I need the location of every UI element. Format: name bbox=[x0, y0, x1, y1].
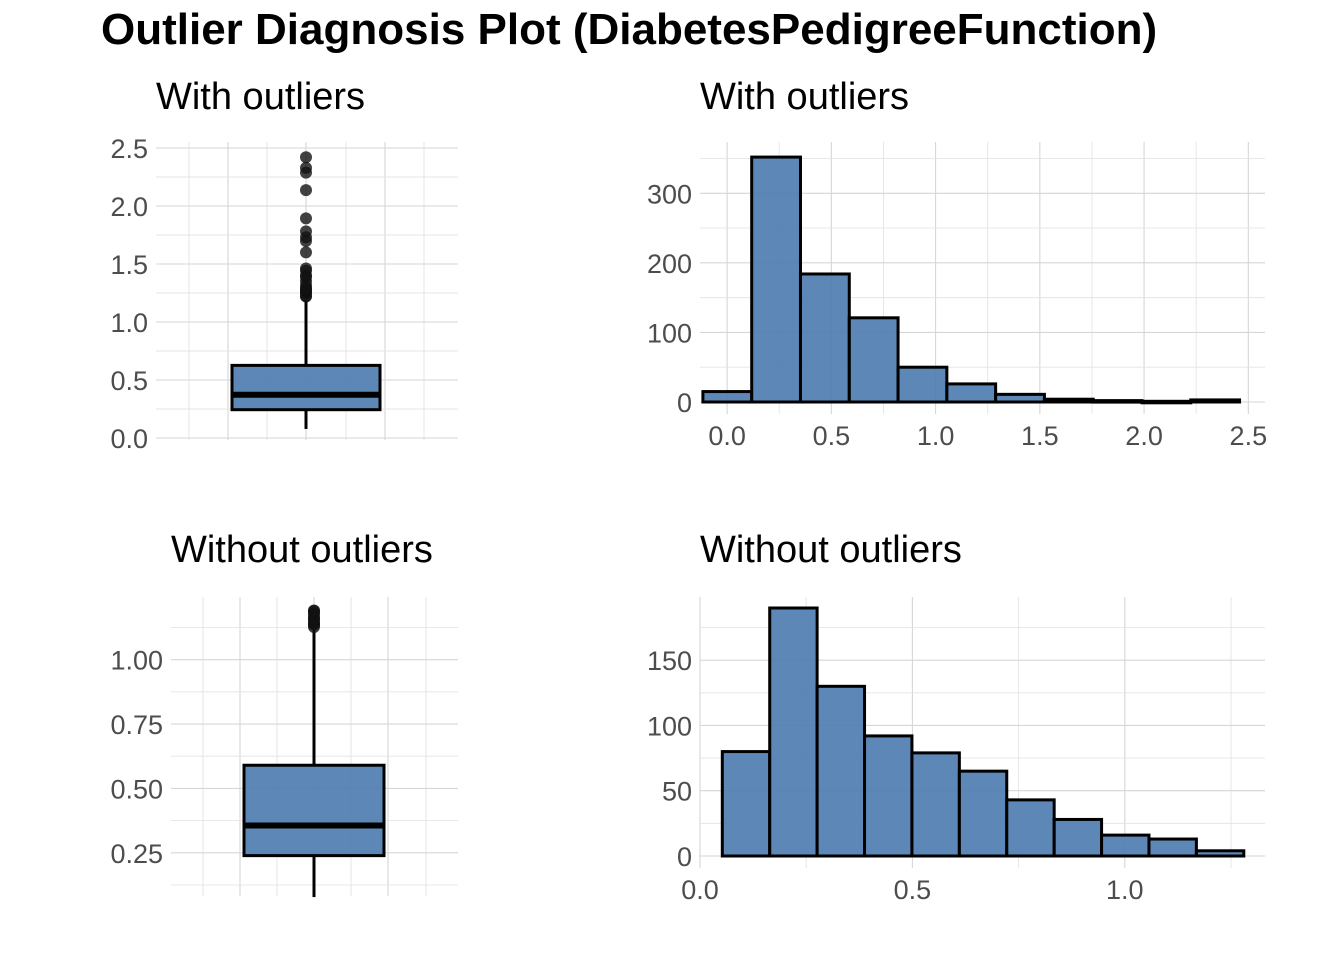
y-tick-label: 100 bbox=[647, 318, 692, 348]
x-tick-label: 0.5 bbox=[813, 421, 851, 451]
histogram-bar bbox=[1147, 837, 1198, 858]
iqr-box bbox=[242, 763, 386, 858]
x-tick-label: 0.0 bbox=[708, 421, 746, 451]
y-tick-label: 0 bbox=[677, 388, 692, 418]
y-tick-label: 0.5 bbox=[110, 366, 148, 396]
histogram-bar bbox=[768, 606, 819, 858]
y-tick-label: 1.0 bbox=[110, 308, 148, 338]
histogram-bar bbox=[701, 390, 754, 404]
histogram-bar bbox=[945, 382, 998, 404]
histogram-bar bbox=[847, 316, 900, 404]
histogram-bar bbox=[1189, 398, 1242, 404]
y-tick-label: 2.5 bbox=[110, 134, 148, 164]
histogram-bar bbox=[1194, 849, 1246, 858]
histogram-bar bbox=[798, 272, 851, 404]
y-tick-label: 1.5 bbox=[110, 250, 148, 280]
histogram-bar bbox=[1042, 397, 1095, 404]
y-tick-label: 100 bbox=[647, 711, 692, 741]
y-tick-label: 0 bbox=[677, 842, 692, 872]
y-tick-label: 50 bbox=[662, 777, 692, 807]
outlier-point bbox=[300, 246, 312, 259]
figure-title: Outlier Diagnosis Plot (DiabetesPedigree… bbox=[101, 5, 1157, 54]
y-tick-label: 150 bbox=[647, 646, 692, 676]
outlier-point bbox=[300, 212, 312, 225]
x-tick-label: 1.5 bbox=[1021, 421, 1059, 451]
panel-title-hist-with-outliers: With outliers bbox=[700, 76, 909, 118]
y-tick-label: 300 bbox=[647, 179, 692, 209]
histogram-bar bbox=[863, 734, 914, 858]
histogram-bar bbox=[910, 751, 961, 858]
outlier-point bbox=[300, 225, 312, 238]
x-tick-label: 0.0 bbox=[681, 875, 719, 905]
histogram-bar bbox=[957, 769, 1009, 858]
outlier-point bbox=[300, 151, 312, 164]
x-tick-label: 1.0 bbox=[917, 421, 955, 451]
y-tick-label: 200 bbox=[647, 249, 692, 279]
iqr-box bbox=[230, 363, 382, 412]
histogram-bar bbox=[1140, 399, 1193, 405]
y-tick-label: 0.25 bbox=[110, 839, 163, 869]
outlier-point bbox=[300, 184, 312, 197]
histogram-bar bbox=[720, 750, 772, 858]
histogram-bar bbox=[1005, 798, 1056, 858]
x-tick-label: 1.0 bbox=[1106, 875, 1144, 905]
histogram-bar bbox=[815, 684, 867, 858]
x-tick-label: 2.5 bbox=[1230, 421, 1268, 451]
histogram-bar bbox=[994, 392, 1046, 404]
panel-title-box-without-outliers: Without outliers bbox=[171, 529, 433, 571]
y-tick-label: 0.0 bbox=[110, 424, 148, 454]
outlier-point bbox=[300, 262, 312, 275]
histogram-without-outliers: 0.0 0.5 1.0 0 50 100 150 bbox=[647, 597, 1265, 905]
x-tick-label: 2.0 bbox=[1125, 421, 1163, 451]
histogram-bar bbox=[1052, 817, 1104, 858]
y-tick-label: 0.75 bbox=[110, 710, 163, 740]
panel-title-box-with-outliers: With outliers bbox=[156, 76, 365, 118]
histogram-with-outliers: 0.0 0.5 1.0 1.5 2.0 2.5 0 100 200 300 bbox=[647, 142, 1267, 451]
y-tick-label: 0.50 bbox=[110, 774, 163, 804]
panel-title-hist-without-outliers: Without outliers bbox=[700, 529, 962, 571]
outlier-point bbox=[308, 604, 320, 617]
histogram-bar bbox=[1100, 833, 1151, 858]
y-tick-label: 1.00 bbox=[110, 646, 163, 676]
x-tick-label: 0.5 bbox=[894, 875, 932, 905]
y-tick-label: 2.0 bbox=[110, 192, 148, 222]
histogram-bar bbox=[750, 155, 802, 404]
outlier-point bbox=[300, 161, 312, 174]
boxplot-with-outliers: 0.0 0.5 1.0 1.5 2.0 2.5 bbox=[110, 134, 458, 454]
histogram-bar bbox=[896, 365, 949, 404]
histogram-bar bbox=[1091, 399, 1144, 404]
boxplot-without-outliers: 0.25 0.50 0.75 1.00 bbox=[110, 597, 458, 898]
